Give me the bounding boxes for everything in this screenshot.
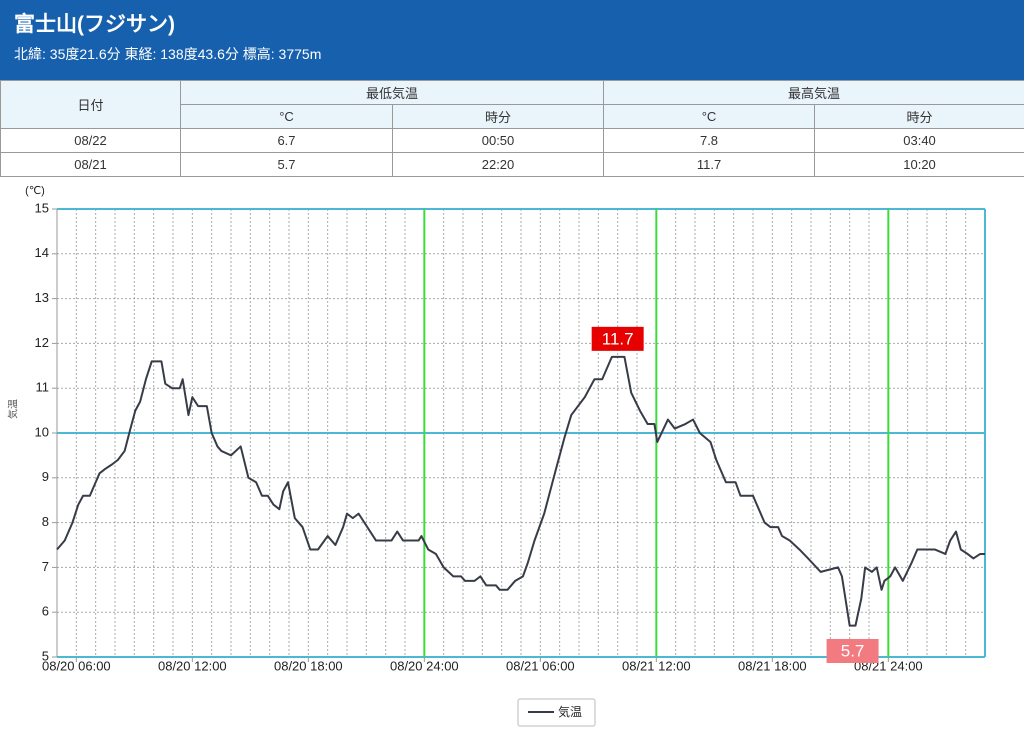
annotation-box xyxy=(826,639,879,663)
annotation-box xyxy=(591,326,644,351)
cell: 00:50 xyxy=(391,128,605,153)
head-cell: °C xyxy=(180,104,393,129)
head-cell: 日付 xyxy=(0,80,181,129)
legend-label: 気温 xyxy=(558,704,582,719)
y-unit: (℃) xyxy=(25,185,45,197)
y-tick-label: 6 xyxy=(42,604,49,619)
head-cell: 最低気温 xyxy=(179,80,605,105)
x-tick-label: 08/21 12:00 xyxy=(622,658,691,673)
y-tick-label: 13 xyxy=(35,290,49,305)
x-tick-label: 08/21 18:00 xyxy=(738,658,807,673)
head-cell: 時分 xyxy=(814,104,1024,129)
y-tick-label: 5 xyxy=(42,648,49,663)
header: 富士山(フジサン) 北緯: 35度21.6分 東経: 138度43.6分 標高:… xyxy=(0,0,1024,80)
y-tick-label: 8 xyxy=(42,514,49,529)
annotation-label: 11.7 xyxy=(602,329,634,348)
cell: 10:20 xyxy=(814,152,1024,177)
cell: 08/22 xyxy=(0,128,181,153)
y-tick-label: 15 xyxy=(35,200,49,215)
cell: 11.7 xyxy=(603,152,816,177)
y-tick-label: 14 xyxy=(35,245,49,260)
cell: 5.7 xyxy=(180,152,393,177)
annotation-label: 5.7 xyxy=(841,641,865,660)
y-tick-label: 7 xyxy=(42,559,49,574)
cell: 7.8 xyxy=(603,128,816,153)
legend-box xyxy=(517,698,596,727)
head-cell: 最高気温 xyxy=(603,80,1024,105)
y-tick-label: 9 xyxy=(42,469,49,484)
title: 富士山(フジサン) xyxy=(14,13,175,36)
cell: 6.7 xyxy=(180,128,393,153)
x-tick-label: 08/21 06:00 xyxy=(506,658,575,673)
head-cell: °C xyxy=(603,104,816,129)
head-cell: 時分 xyxy=(391,104,605,129)
subtitle: 北緯: 35度21.6分 東経: 138度43.6分 標高: 3775m xyxy=(14,46,322,62)
cell: 03:40 xyxy=(814,128,1024,153)
x-tick-label: 08/20 24:00 xyxy=(390,658,459,673)
x-tick-label: 08/20 12:00 xyxy=(158,658,227,673)
table: 日付 最低気温 最高気温 °C 時分 °C 時分 08/22 6.7 00:50 7.… xyxy=(0,80,1024,177)
y-tick-label: 10 xyxy=(35,424,49,439)
cell: 08/21 xyxy=(0,152,181,177)
x-tick-label: 08/20 06:00 xyxy=(42,658,111,673)
y-axis-label: 気温 xyxy=(7,399,20,419)
x-tick-label: 08/20 18:00 xyxy=(274,658,343,673)
cell: 22:20 xyxy=(391,152,605,177)
chart: (℃) 気温 5 6 7 8 9 10 11 12 13 14 15 08/20 06:00 08/20… xyxy=(7,185,986,727)
series-line xyxy=(56,355,985,627)
y-tick-label: 11 xyxy=(36,380,50,395)
y-tick-label: 12 xyxy=(35,335,49,350)
